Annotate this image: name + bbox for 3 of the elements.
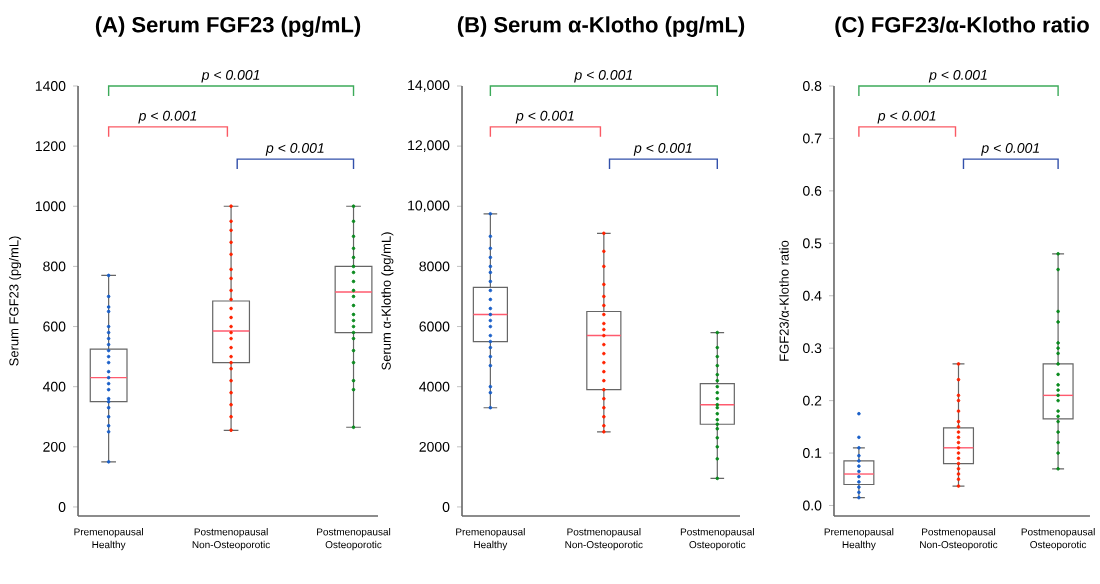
chart-title: (C) FGF23/α-Klotho ratio: [835, 16, 1089, 37]
chart-title: (B) Serum α-Klotho (pg/mL): [457, 16, 745, 37]
chart-title: (A) Serum FGF23 (pg/mL): [95, 16, 361, 37]
